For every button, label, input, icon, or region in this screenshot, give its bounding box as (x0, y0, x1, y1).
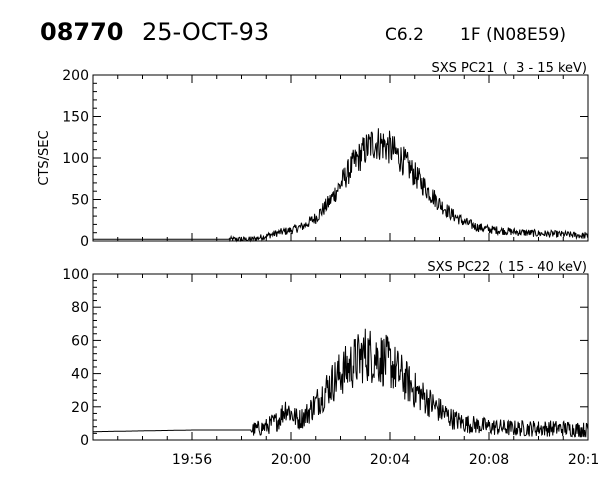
y-tick-label: 200 (62, 68, 89, 84)
panel-pc21-frame (92, 74, 589, 242)
x-tick-label: 20:08 (469, 452, 509, 468)
x-tick-label: 20:04 (370, 452, 410, 468)
y-tick-label: 80 (71, 300, 89, 316)
panel-pc21-x-axis (92, 75, 589, 241)
y-tick-label: 0 (80, 234, 89, 250)
panel-pc22-y-axis: 0 20 40 60 80 100 (62, 267, 588, 449)
y-tick-label: 0 (80, 433, 89, 449)
y-tick-label: 100 (62, 151, 89, 167)
panel-pc22-series-line (93, 328, 589, 438)
panel-pc21-y-axis: 0 50 100 150 200 (62, 68, 588, 250)
y-tick-label: 20 (71, 400, 89, 416)
x-tick-label: 19:56 (172, 452, 212, 468)
panel-pc22-frame (92, 273, 589, 441)
event-id: 08770 (40, 18, 124, 46)
y-tick-label: 50 (71, 193, 89, 209)
y-tick-label: 40 (71, 367, 89, 383)
panel-pc22-x-axis: 19:56 20:00 20:04 20:08 20:12 (92, 274, 600, 468)
y-tick-label: 60 (71, 333, 89, 349)
panel-pc21-ylabel: CTS/SEC (37, 130, 52, 185)
goes-class: C6.2 (385, 25, 424, 45)
panel-pc21-title: SXS PC21 ( 3 - 15 keV) (431, 61, 587, 76)
event-date: 25-OCT-93 (142, 18, 269, 46)
y-tick-label: 100 (62, 267, 89, 283)
y-tick-label: 150 (62, 110, 89, 126)
panel-pc21-series-line (93, 128, 589, 243)
panel-pc21: SXS PC21 ( 3 - 15 keV) 0 50 100 150 200 CTS/… (37, 61, 589, 250)
panel-pc22: SXS PC22 ( 15 - 40 keV) 0 20 40 60 80 100 19:… (62, 260, 600, 468)
panel-pc22-title: SXS PC22 ( 15 - 40 keV) (427, 260, 587, 275)
x-tick-label: 20:12 (568, 452, 600, 468)
optical-flare: 1F (N08E59) (460, 25, 566, 45)
x-tick-label: 20:00 (271, 452, 311, 468)
